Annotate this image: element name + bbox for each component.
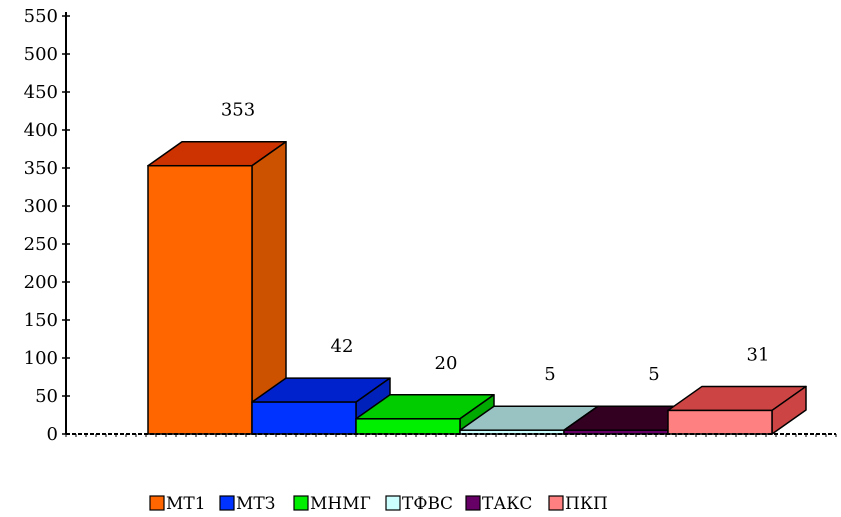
axes-group: 0 50 100 150 200 250 300 350 400 450 500 550 bbox=[24, 6, 837, 445]
y-tick-label-150: 150 bbox=[24, 310, 58, 331]
legend-label-пкп: ПКП bbox=[565, 494, 608, 514]
legend-item-мтз: МТЗ bbox=[219, 494, 275, 514]
legend-label-мтз: МТЗ bbox=[236, 494, 275, 514]
legend-label-тфвс: ТФВС bbox=[402, 494, 453, 514]
bars-group bbox=[147, 140, 807, 435]
y-tick-label-250: 250 bbox=[24, 234, 58, 255]
bar-пкп bbox=[667, 385, 807, 435]
y-tick-label-500: 500 bbox=[24, 44, 58, 65]
data-label-пкп: 31 bbox=[747, 344, 770, 365]
data-label-мнмг: 20 bbox=[435, 353, 458, 374]
data-labels-group: 353 42 20 5 5 31 bbox=[221, 100, 770, 385]
legend-swatch-пкп bbox=[548, 495, 564, 511]
data-label-мт1: 353 bbox=[221, 100, 255, 121]
y-tick-label-0: 0 bbox=[47, 424, 58, 445]
y-tick-label-550: 550 bbox=[24, 6, 58, 27]
legend-swatch-мнмг bbox=[293, 495, 309, 511]
legend-item-тфвс: ТФВС bbox=[385, 494, 453, 514]
legend-item-такс: ТАКС bbox=[465, 494, 532, 514]
y-tick-label-450: 450 bbox=[24, 82, 58, 103]
y-tick-label-300: 300 bbox=[24, 196, 58, 217]
data-label-мтз: 42 bbox=[331, 336, 354, 357]
legend-item-мт1: МТ1 bbox=[149, 494, 206, 514]
bar-мт1-front bbox=[147, 164, 253, 435]
y-tick-label-400: 400 bbox=[24, 120, 58, 141]
y-tick-label-100: 100 bbox=[24, 348, 58, 369]
bar-мт1 bbox=[147, 140, 287, 435]
legend-swatch-тфвс bbox=[385, 495, 401, 511]
data-label-такс: 5 bbox=[648, 364, 659, 385]
legend-swatch-мт1 bbox=[149, 495, 165, 511]
legend-item-мнмг: МНМГ bbox=[293, 494, 371, 514]
y-tick-label-350: 350 bbox=[24, 158, 58, 179]
legend-swatch-мтз bbox=[219, 495, 235, 511]
legend-label-такс: ТАКС bbox=[482, 494, 532, 514]
bar-мнмг-front bbox=[355, 418, 461, 435]
legend-label-мнмг: МНМГ bbox=[310, 494, 371, 514]
data-label-тфвс: 5 bbox=[544, 364, 555, 385]
legend-label-мт1: МТ1 bbox=[166, 494, 206, 514]
legend: МТ1 МТЗ МНМГ ТФВС ТАКС ПКП bbox=[149, 494, 608, 514]
y-tick-label-200: 200 bbox=[24, 272, 58, 293]
bar-пкп-front bbox=[667, 409, 773, 435]
legend-swatch-такс bbox=[465, 495, 481, 511]
legend-item-пкп: ПКП bbox=[548, 494, 608, 514]
bar-мтз-front bbox=[251, 401, 357, 435]
y-tick-label-50: 50 bbox=[35, 386, 58, 407]
